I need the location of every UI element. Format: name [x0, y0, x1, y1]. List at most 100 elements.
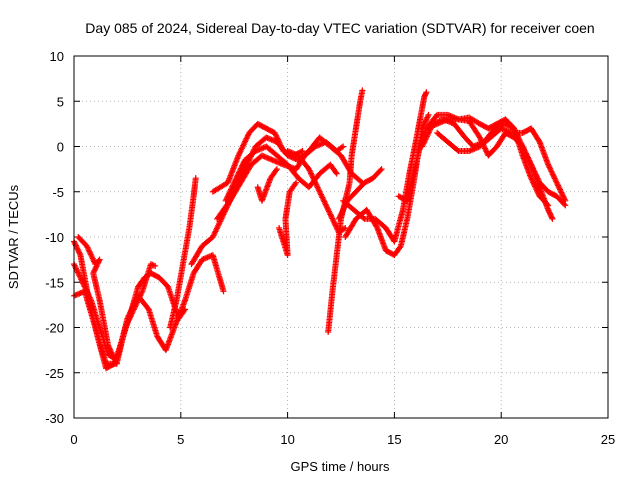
data-point — [92, 264, 99, 271]
data-point — [85, 247, 92, 254]
data-point — [71, 239, 78, 246]
data-point — [87, 251, 94, 258]
data-point — [423, 115, 430, 122]
data-point — [331, 219, 338, 226]
data-point — [558, 189, 565, 196]
data-point — [552, 176, 559, 183]
data-point — [293, 179, 300, 186]
y-tick-label: 10 — [50, 49, 64, 64]
data-point — [235, 170, 242, 177]
data-point — [292, 180, 299, 187]
data-point — [332, 169, 339, 176]
data-point — [80, 280, 87, 287]
data-point — [96, 256, 103, 263]
data-point — [106, 345, 113, 352]
data-point — [551, 175, 558, 182]
plot-frame — [73, 55, 609, 419]
data-point — [532, 183, 539, 190]
data-point — [271, 129, 278, 136]
data-point — [555, 182, 562, 189]
data-point — [423, 89, 430, 96]
series-track-4 — [75, 234, 120, 367]
data-point — [329, 216, 336, 223]
data-point — [92, 266, 99, 273]
data-point — [74, 245, 81, 252]
y-tick-label: -5 — [52, 185, 64, 200]
data-point — [74, 268, 81, 275]
series-track-14 — [335, 166, 385, 222]
data-point — [84, 244, 91, 251]
data-point — [547, 167, 554, 174]
series-track-11 — [276, 179, 300, 259]
data-point — [110, 353, 117, 360]
x-tick-label: 0 — [70, 432, 77, 447]
data-point — [338, 210, 345, 217]
data-point — [535, 137, 542, 144]
data-point — [138, 289, 145, 296]
x-tick-label: 15 — [387, 432, 401, 447]
data-point — [423, 117, 430, 124]
data-point — [79, 279, 86, 286]
data-point — [275, 138, 282, 145]
series-track-3 — [71, 252, 227, 367]
data-point — [234, 172, 241, 179]
data-point — [554, 181, 561, 188]
data-point — [560, 193, 567, 200]
data-point — [549, 171, 556, 178]
data-point — [113, 360, 120, 367]
data-point — [75, 270, 82, 277]
data-point — [532, 184, 539, 191]
series-track-19 — [423, 111, 552, 209]
data-point — [550, 172, 557, 179]
data-point — [112, 357, 119, 364]
data-point — [339, 208, 346, 215]
data-point — [107, 348, 114, 355]
data-point — [76, 273, 83, 280]
data-point — [107, 346, 114, 353]
data-point — [93, 263, 100, 270]
data-point — [545, 162, 552, 169]
data-point — [548, 214, 555, 221]
data-point — [105, 342, 112, 349]
data-point — [278, 143, 285, 150]
data-point — [275, 136, 282, 143]
data-point — [91, 267, 98, 274]
data-point — [279, 145, 286, 152]
data-point — [545, 202, 552, 209]
data-point — [240, 159, 247, 166]
x-tick-label: 10 — [280, 432, 294, 447]
data-point — [109, 350, 116, 357]
data-point — [421, 119, 428, 126]
data-point — [108, 349, 115, 356]
series-track-5 — [167, 175, 199, 331]
data-point — [74, 269, 81, 276]
data-point — [560, 195, 567, 202]
y-tick-label: -25 — [45, 366, 64, 381]
data-point — [551, 174, 558, 181]
data-point — [76, 272, 83, 279]
data-point — [329, 215, 336, 222]
data-point — [220, 288, 227, 295]
data-point — [77, 275, 84, 282]
data-point — [547, 165, 554, 172]
data-point — [236, 168, 243, 175]
data-point — [562, 197, 569, 204]
data-point — [113, 359, 120, 366]
data-point — [80, 282, 87, 289]
data-point — [71, 262, 78, 269]
data-point — [527, 160, 534, 167]
data-point — [239, 162, 246, 169]
data-point — [192, 175, 199, 182]
data-point — [425, 111, 432, 118]
data-point — [78, 277, 85, 284]
y-axis-label: SDTVAR / TECUs — [6, 184, 21, 289]
data-point — [239, 161, 246, 168]
data-point — [526, 157, 533, 164]
data-point — [533, 186, 540, 193]
data-point — [561, 196, 568, 203]
data-point — [89, 254, 96, 261]
data-point — [528, 176, 535, 183]
data-point — [482, 145, 489, 152]
grid-lines — [74, 56, 608, 418]
